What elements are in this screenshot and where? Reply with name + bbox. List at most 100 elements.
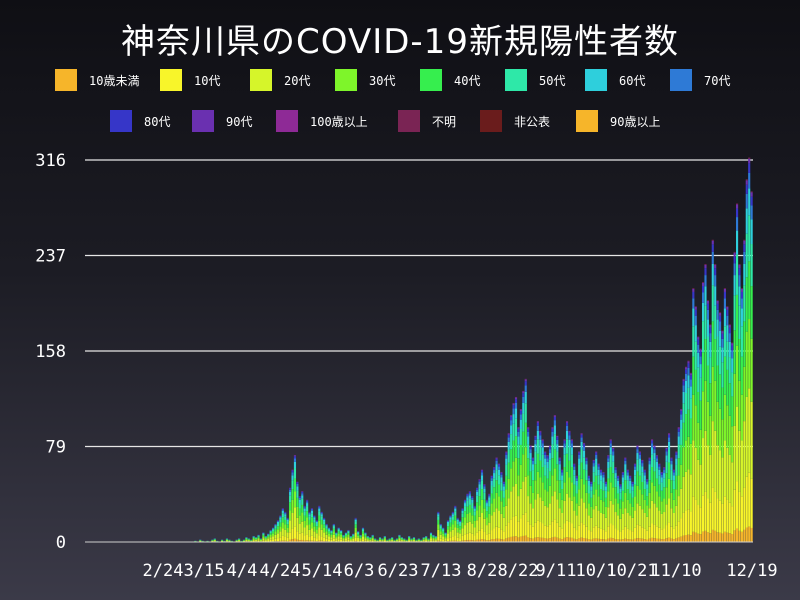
- bar-segment: [473, 520, 476, 528]
- bar: [478, 479, 481, 542]
- bar-segment: [597, 496, 600, 511]
- bar-segment: [320, 519, 323, 525]
- bar: [597, 463, 600, 542]
- bar-segment: [728, 533, 731, 542]
- bar-segment: [527, 537, 530, 542]
- bar-segment: [485, 499, 488, 501]
- bar-segment: [565, 537, 569, 542]
- bar-segment: [298, 497, 301, 500]
- bar-segment: [291, 470, 294, 473]
- bar-segment: [636, 485, 639, 504]
- bar-segment: [568, 460, 571, 478]
- bar-segment: [313, 515, 316, 517]
- legend-item: 80代: [110, 110, 170, 132]
- bar-segment: [592, 461, 595, 464]
- bar-segment: [675, 525, 678, 539]
- bar-segment: [527, 521, 530, 538]
- bar-segment: [655, 458, 658, 462]
- bar-segment: [361, 533, 365, 537]
- bar-segment: [670, 460, 673, 465]
- bar-segment: [342, 540, 345, 542]
- bar-segment: [599, 480, 603, 490]
- bar-segment: [578, 505, 581, 526]
- bar: [279, 515, 282, 542]
- bar-segment: [731, 343, 734, 346]
- bar-segment: [352, 538, 355, 541]
- bar-segment: [743, 239, 746, 241]
- bar: [349, 535, 352, 542]
- bar-segment: [400, 539, 403, 541]
- bar: [422, 537, 425, 542]
- bar: [359, 534, 362, 542]
- bar-segment: [507, 433, 510, 435]
- bar-segment: [585, 464, 588, 471]
- bar-segment: [274, 525, 277, 527]
- bar-segment: [699, 534, 702, 542]
- bar-segment: [522, 393, 525, 397]
- bar-segment: [582, 484, 586, 503]
- bar-segment: [529, 446, 532, 450]
- bar-segment: [315, 533, 318, 539]
- bar-segment: [485, 503, 488, 507]
- bar-segment: [697, 367, 700, 392]
- bar-segment: [684, 414, 688, 441]
- bar: [556, 435, 559, 542]
- bar-segment: [449, 517, 452, 520]
- bar-segment: [527, 427, 530, 429]
- bar-segment: [750, 338, 753, 402]
- bar-segment: [357, 534, 360, 536]
- legend-label: 60代: [619, 73, 646, 88]
- bar-segment: [699, 507, 702, 535]
- bar: [281, 508, 284, 542]
- bar-segment: [743, 244, 746, 252]
- bar-segment: [529, 449, 532, 454]
- bar-segment: [723, 308, 726, 327]
- bar-segment: [706, 365, 709, 402]
- legend-item: 20代: [250, 69, 310, 91]
- bar-segment: [359, 535, 362, 537]
- bar-segment: [675, 454, 678, 459]
- bar-segment: [701, 285, 705, 293]
- bar: [726, 306, 729, 542]
- legend-label: 40代: [454, 73, 481, 88]
- bar-segment: [646, 496, 649, 506]
- bar-segment: [303, 506, 306, 508]
- bar-segment: [660, 482, 663, 491]
- bar-segment: [476, 502, 479, 511]
- bar: [706, 300, 709, 542]
- bar-segment: [303, 520, 306, 528]
- bar-segment: [473, 527, 476, 536]
- bar-segment: [641, 460, 644, 462]
- bar-segment: [650, 523, 654, 538]
- bar-segment: [638, 525, 641, 539]
- bar-segment: [405, 541, 408, 542]
- bar-segment: [199, 541, 202, 542]
- bar-segment: [614, 473, 617, 479]
- bar-segment: [692, 288, 695, 289]
- bar-segment: [366, 536, 369, 538]
- bar-segment: [551, 444, 554, 459]
- bar-segment: [648, 526, 651, 539]
- bar-segment: [665, 473, 668, 488]
- bar-segment: [352, 534, 355, 536]
- bar-segment: [306, 499, 309, 501]
- bar-segment: [563, 500, 566, 524]
- bar: [480, 469, 484, 542]
- bar-segment: [480, 475, 484, 481]
- bar-segment: [454, 527, 457, 536]
- bar-segment: [709, 341, 712, 358]
- bar-segment: [471, 496, 474, 498]
- bar-segment: [731, 372, 734, 397]
- bar-segment: [626, 480, 629, 490]
- bar-segment: [680, 414, 683, 420]
- bar-segment: [704, 263, 707, 265]
- bar-segment: [434, 539, 437, 541]
- bar: [456, 517, 459, 542]
- bar-segment: [716, 303, 719, 310]
- bar-segment: [335, 540, 338, 542]
- bar: [449, 515, 452, 542]
- bar-segment: [563, 439, 566, 441]
- bar-segment: [347, 530, 350, 532]
- bar: [650, 439, 654, 542]
- bar-segment: [582, 446, 586, 451]
